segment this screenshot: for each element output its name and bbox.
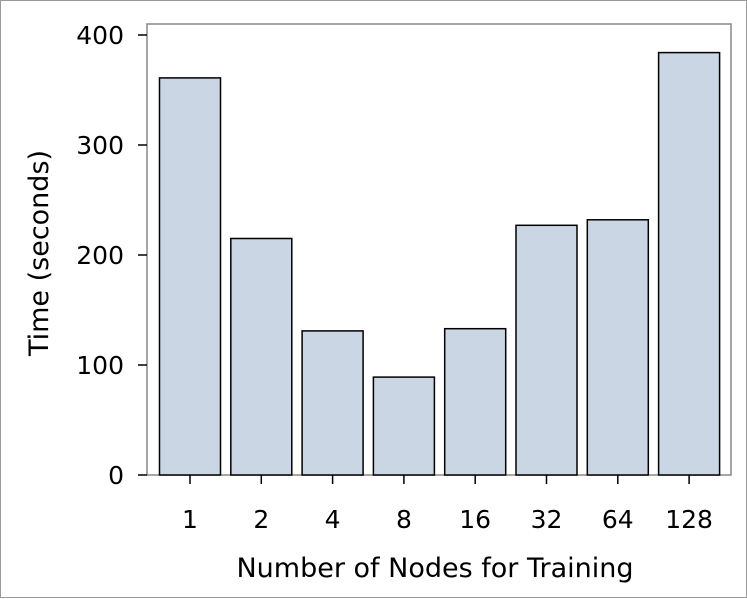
x-tick-label: 16	[459, 505, 491, 534]
bar-128	[657, 51, 721, 476]
bar-8	[372, 376, 436, 476]
y-axis-label: Time (seconds)	[24, 150, 55, 357]
x-axis-label: Number of Nodes for Training	[236, 553, 633, 584]
y-tick-label: 400	[76, 21, 124, 50]
x-tick-label: 128	[665, 505, 713, 534]
bar-64	[586, 219, 650, 476]
bar-1	[158, 77, 222, 476]
x-axis: 1 2 4 8 16 32 64 128	[182, 475, 713, 534]
bars-group	[158, 51, 721, 476]
bar-16	[443, 327, 507, 476]
y-tick-label: 300	[76, 131, 124, 160]
y-tick-label: 0	[108, 461, 124, 490]
bar-32	[515, 224, 578, 476]
y-tick-label: 200	[76, 241, 124, 270]
y-axis: 0 100 200 300 400	[76, 21, 147, 490]
x-tick-label: 32	[531, 505, 563, 534]
bar-2	[230, 237, 293, 476]
x-tick-label: 8	[396, 505, 412, 534]
x-tick-label: 2	[253, 505, 269, 534]
x-tick-label: 4	[325, 505, 341, 534]
x-tick-label: 64	[602, 505, 634, 534]
y-tick-label: 100	[76, 351, 124, 380]
x-tick-label: 1	[182, 505, 198, 534]
bar-4	[301, 330, 364, 476]
